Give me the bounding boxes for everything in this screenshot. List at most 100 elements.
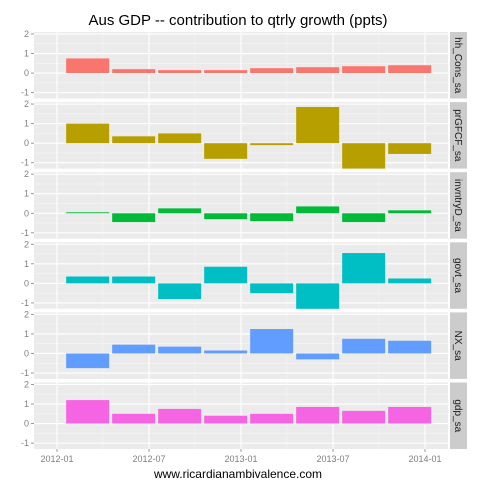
bar-NX_sa-2012-03 [66, 353, 110, 369]
y-tick-label: 2 [24, 169, 29, 179]
bar-NX_sa-2013-12 [388, 340, 432, 354]
panel-invntryD_sa: -1 0 1 2 invntryD_sa [21, 169, 467, 239]
bar-gdp_sa-2013-12 [388, 406, 432, 424]
bar-NX_sa-2013-06 [296, 353, 340, 360]
y-tick-label: 0 [24, 68, 29, 78]
facet-strip [450, 242, 467, 309]
bar-invntryD_sa-2012-06 [112, 213, 156, 223]
y-tick-label: 2 [24, 239, 29, 249]
bar-govt_sa-2013-09 [342, 253, 386, 284]
facet-strip [450, 102, 467, 169]
bar-hh_Cons_sa-2013-09 [342, 66, 386, 74]
bar-prGFCF_sa-2013-06 [296, 106, 340, 144]
bar-NX_sa-2013-03 [250, 329, 294, 354]
y-tick-label: -1 [21, 298, 29, 308]
bar-gdp_sa-2013-06 [296, 406, 340, 424]
y-tick-label: 0 [24, 419, 29, 429]
bar-NX_sa-2012-06 [112, 344, 156, 354]
facet-strip [450, 382, 467, 449]
bar-invntryD_sa-2012-03 [66, 212, 110, 214]
bar-prGFCF_sa-2013-12 [388, 143, 432, 154]
facet-strip [450, 172, 467, 239]
bar-hh_Cons_sa-2012-03 [66, 58, 110, 74]
x-axis: 2012-01 2012-07 2013-01 2013-07 2014-01 [40, 449, 442, 464]
y-tick-label: 2 [24, 309, 29, 319]
bar-gdp_sa-2012-09 [158, 408, 202, 424]
y-tick-label: 2 [24, 99, 29, 109]
facet-strip-label: gdp_sa [452, 399, 463, 432]
panel-hh_Cons_sa: -1 0 1 2 hh_Cons_sa [21, 29, 467, 99]
panel-gdp_sa: -1 0 1 2 gdp_sa [21, 379, 467, 449]
y-tick-label: -1 [21, 438, 29, 448]
y-tick-label: 0 [24, 348, 29, 358]
bar-govt_sa-2012-09 [158, 283, 202, 300]
bar-invntryD_sa-2012-12 [204, 213, 248, 220]
y-tick-label: -1 [21, 228, 29, 238]
bar-prGFCF_sa-2013-09 [342, 143, 386, 169]
bar-govt_sa-2013-12 [388, 278, 432, 284]
bar-invntryD_sa-2012-09 [158, 208, 202, 214]
panel-govt_sa: -1 0 1 2 govt_sa [21, 239, 467, 309]
bar-NX_sa-2013-09 [342, 338, 386, 354]
panel-NX_sa: -1 0 1 2 NX_sa [21, 309, 467, 379]
bar-prGFCF_sa-2012-12 [204, 143, 248, 159]
bar-gdp_sa-2013-09 [342, 410, 386, 424]
bar-govt_sa-2012-03 [66, 276, 110, 284]
bar-govt_sa-2012-12 [204, 266, 248, 284]
bar-gdp_sa-2012-12 [204, 415, 248, 424]
y-tick-label: 2 [24, 29, 29, 39]
bar-prGFCF_sa-2013-03 [250, 143, 294, 146]
y-tick-label: 0 [24, 278, 29, 288]
x-tick-label: 2014-01 [408, 454, 441, 464]
bar-hh_Cons_sa-2013-12 [388, 65, 432, 74]
x-tick-label: 2013-07 [316, 454, 349, 464]
bar-invntryD_sa-2013-09 [342, 213, 386, 223]
y-tick-label: 1 [24, 399, 29, 409]
bar-prGFCF_sa-2012-03 [66, 123, 110, 144]
facet-strip-label: govt_sa [452, 258, 463, 293]
bar-NX_sa-2012-12 [204, 350, 248, 354]
bar-gdp_sa-2013-03 [250, 413, 294, 424]
y-tick-label: 1 [24, 259, 29, 269]
y-tick-label: -1 [21, 88, 29, 98]
bar-gdp_sa-2012-06 [112, 413, 156, 424]
bar-hh_Cons_sa-2012-12 [204, 70, 248, 74]
y-tick-label: -1 [21, 368, 29, 378]
x-tick-label: 2013-01 [224, 454, 257, 464]
facet-strip [450, 32, 467, 99]
y-tick-label: 1 [24, 49, 29, 59]
y-tick-label: 0 [24, 138, 29, 148]
bar-prGFCF_sa-2012-06 [112, 136, 156, 144]
bar-gdp_sa-2012-03 [66, 400, 110, 424]
bar-invntryD_sa-2013-12 [388, 210, 432, 214]
facet-strip-label: prGFCF_sa [452, 109, 463, 162]
bar-govt_sa-2013-03 [250, 283, 294, 294]
facet-strip-label: invntryD_sa [452, 179, 463, 232]
bar-hh_Cons_sa-2012-06 [112, 69, 156, 74]
y-tick-label: 0 [24, 208, 29, 218]
y-tick-label: 1 [24, 329, 29, 339]
bar-NX_sa-2012-09 [158, 346, 202, 354]
facet-panels: -1 0 1 2 hh_Cons_sa -1 0 1 2 prGFCF_sa -1 0 1 2 invntr… [21, 29, 467, 449]
x-tick-label: 2012-01 [40, 454, 73, 464]
facet-strip [450, 312, 467, 379]
y-tick-label: 1 [24, 189, 29, 199]
facet-strip-label: hh_Cons_sa [452, 37, 463, 94]
bar-hh_Cons_sa-2013-06 [296, 67, 340, 74]
bar-govt_sa-2012-06 [112, 276, 156, 284]
y-tick-label: -1 [21, 158, 29, 168]
bar-prGFCF_sa-2012-09 [158, 133, 202, 144]
bar-hh_Cons_sa-2012-09 [158, 70, 202, 74]
bar-invntryD_sa-2013-06 [296, 206, 340, 214]
chart-title: Aus GDP -- contribution to qtrly growth … [88, 12, 387, 29]
bar-invntryD_sa-2013-03 [250, 213, 294, 222]
facet-strip-label: NX_sa [452, 331, 463, 361]
x-tick-label: 2012-07 [132, 454, 165, 464]
y-tick-label: 2 [24, 379, 29, 389]
panel-prGFCF_sa: -1 0 1 2 prGFCF_sa [21, 99, 467, 169]
x-axis-caption: www.ricardianambivalence.com [153, 467, 322, 480]
y-tick-label: 1 [24, 119, 29, 129]
bar-govt_sa-2013-06 [296, 283, 340, 309]
bar-hh_Cons_sa-2013-03 [250, 68, 294, 74]
